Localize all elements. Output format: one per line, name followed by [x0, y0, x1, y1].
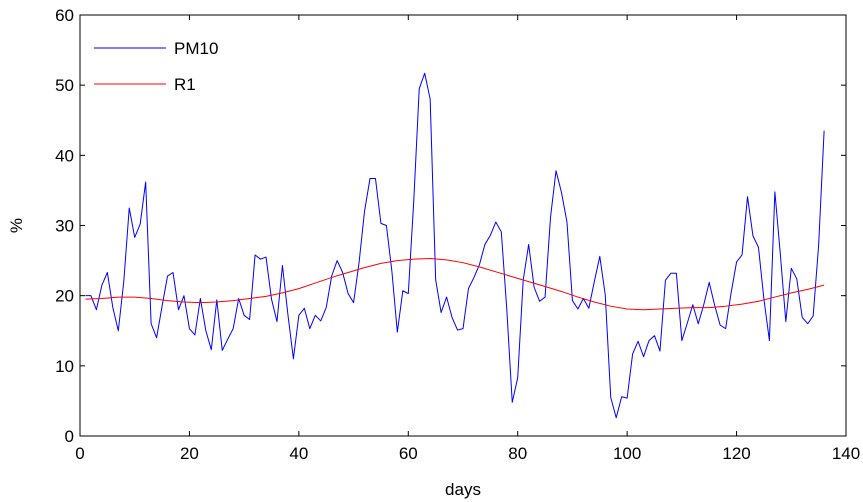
x-tick-label: 80: [508, 444, 527, 463]
y-tick-label: 40: [55, 146, 74, 165]
x-axis-label: days: [445, 480, 481, 499]
y-tick-label: 10: [55, 357, 74, 376]
y-tick-label: 60: [55, 6, 74, 25]
legend-label-r1: R1: [174, 75, 196, 94]
x-tick-label: 100: [613, 444, 641, 463]
x-tick-label: 60: [399, 444, 418, 463]
x-tick-label: 0: [75, 444, 84, 463]
x-tick-label: 20: [180, 444, 199, 463]
series-line-r1: [85, 257, 825, 311]
y-tick-label: 20: [55, 287, 74, 306]
series-lines: [85, 72, 825, 419]
x-tick-label: 120: [722, 444, 750, 463]
x-tick-label: 40: [289, 444, 308, 463]
y-axis-label: %: [7, 218, 26, 233]
series-line-pm10: [85, 72, 825, 419]
legend-label-pm10: PM10: [174, 39, 218, 58]
y-tick-label: 50: [55, 76, 74, 95]
plot-area: [80, 15, 846, 436]
y-tick-label: 0: [65, 427, 74, 446]
y-tick-label: 30: [55, 217, 74, 236]
axes: 0 20 40 60 80 100 120 140 0 10 20 30 40 50 60: [55, 6, 860, 463]
plot-background: [80, 15, 846, 436]
legend: PM10 R1: [94, 39, 218, 94]
x-tick-label: 140: [832, 444, 860, 463]
